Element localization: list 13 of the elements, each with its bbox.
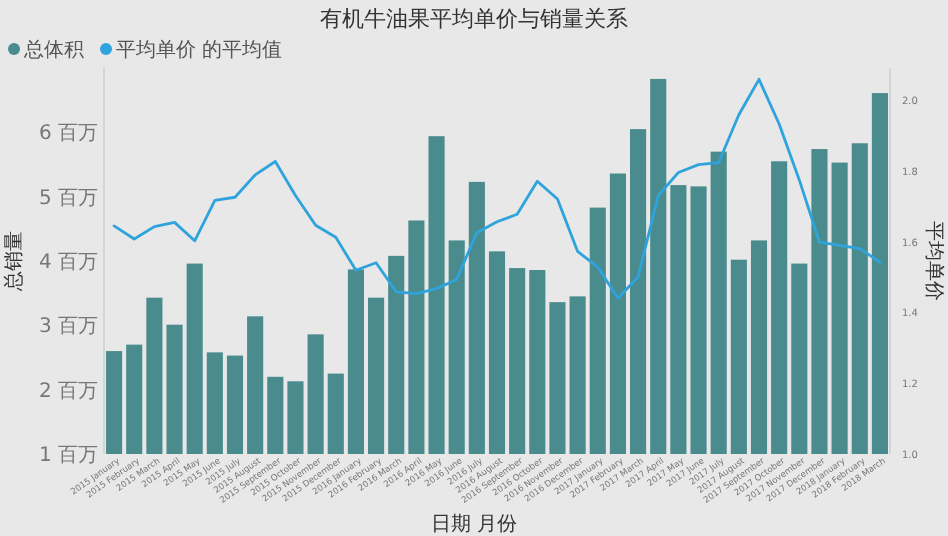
x-axis-title: 日期 月份: [430, 512, 518, 536]
y-tick-label: 6 百万: [38, 123, 98, 146]
legend-label: 平均单价 的平均值: [116, 38, 283, 62]
line-series: [112, 77, 882, 300]
y-tick-label: 2 百万: [38, 380, 98, 403]
y-tick-label: 1 百万: [38, 445, 98, 467]
y-tick-label: 5 百万: [38, 187, 98, 210]
y-tick-label: 3 百万: [38, 316, 98, 339]
y-tick-label: 4 百万: [38, 252, 98, 274]
legend-label: 总体积: [22, 38, 84, 62]
chart-title: 有机牛油果平均单价与销量关系: [320, 6, 628, 32]
y2-axis-title: 平均单价: [922, 221, 946, 301]
y-axis-title: 总销量: [2, 231, 26, 293]
